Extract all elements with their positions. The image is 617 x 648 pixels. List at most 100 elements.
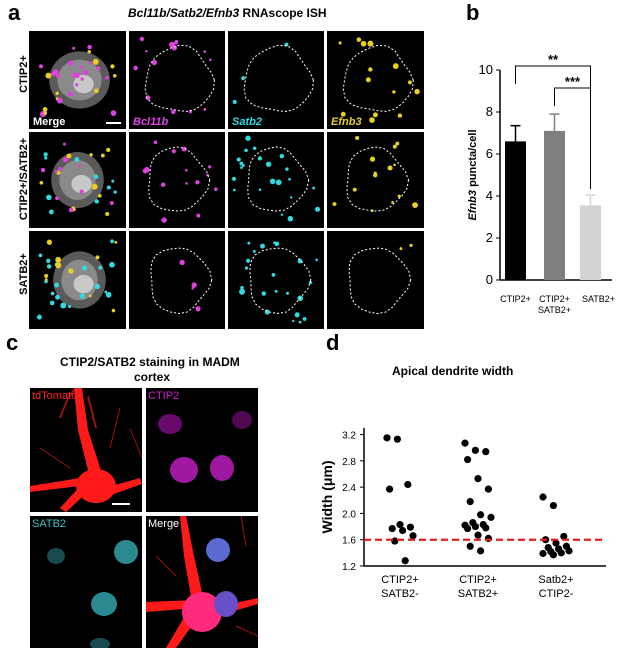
bar-0	[505, 141, 526, 280]
y-tick-label-b: 8	[486, 104, 493, 119]
y-tick-label-d: 2.0	[342, 509, 356, 520]
panel-d-title: Apical dendrite width	[392, 364, 514, 378]
y-tick-label-b: 10	[479, 62, 493, 77]
significance-bracket-1	[554, 87, 591, 189]
channel-label-satb2: Satb2	[232, 116, 262, 128]
data-point	[383, 434, 391, 442]
data-point	[484, 485, 492, 493]
category-label-b: SATB2+	[582, 294, 615, 304]
channel-label-bcl11b: Bcl11b	[133, 116, 169, 128]
category-label-b: SATB2+	[538, 305, 571, 315]
row-label-ctip2-satb2: CTIP2+/SATB2+	[18, 137, 30, 221]
y-tick-label-d: 2.4	[342, 483, 356, 494]
data-point	[539, 493, 547, 501]
panel-d-letter: d	[326, 330, 340, 355]
ish-tile-ctip2-satb2--efnb3	[327, 132, 424, 228]
data-point	[464, 455, 472, 464]
y-tick-label-b: 0	[486, 272, 493, 287]
title-bcl11b: Bcl11b	[128, 6, 167, 20]
data-point	[466, 542, 474, 550]
y-tick-label-b: 2	[486, 230, 493, 245]
category-label-d: CTIP2+	[381, 574, 419, 586]
panel-c-title-line1: CTIP2/SATB2 staining in MADM	[60, 355, 240, 369]
tdtomato-image: tdTomato	[30, 388, 142, 512]
panel-a-title: Bcl11b/Satb2/Efnb3 RNAscope ISH	[128, 6, 327, 20]
row-label-ctip2: CTIP2+	[18, 55, 30, 93]
category-label-d: CTIP2+	[459, 574, 497, 586]
data-point	[471, 522, 479, 531]
channel-label-merge-c: Merge	[148, 518, 180, 530]
ish-tile-ctip2--efnb3	[327, 31, 424, 129]
data-point	[539, 549, 547, 558]
y-tick-label-d: 2.8	[342, 457, 356, 468]
data-point	[464, 524, 472, 533]
y-tick-label-d: 1.6	[342, 536, 356, 547]
channel-label-satb2-c: SATB2	[32, 518, 67, 530]
dendrite-width-scatter: 1.2 1.6 2.0 2.4 2.8 3.2 Width (μm) CTIP2+ SATB2-…	[319, 428, 606, 600]
data-point	[477, 547, 485, 555]
title-sep2: /	[202, 6, 206, 20]
title-sep1: /	[166, 6, 170, 20]
data-point	[474, 531, 482, 539]
data-point	[409, 532, 417, 540]
channel-label-efnb3: Efnb3	[331, 116, 362, 128]
data-point	[482, 524, 490, 532]
title-efnb3: Efnb3	[205, 6, 240, 20]
y-tick-label-b: 6	[486, 146, 493, 161]
data-point	[396, 521, 404, 529]
channel-label-merge: Merge	[33, 116, 66, 128]
data-point	[406, 523, 414, 531]
title-rest: RNAscope ISH	[239, 6, 327, 20]
category-label-b: CTIP2+	[539, 294, 570, 304]
data-point	[474, 475, 482, 483]
ish-tile-ctip2--bcl11b	[129, 31, 225, 129]
data-point	[482, 448, 490, 456]
ctip2-image: CTIP2	[146, 388, 258, 512]
data-point	[560, 532, 568, 541]
data-point	[549, 501, 557, 510]
ish-tile-ctip2-satb2--satb2	[228, 132, 324, 228]
y-axis-label-d: Width (μm)	[319, 461, 335, 534]
ish-tile-ctip2--merge	[29, 31, 126, 129]
data-point	[401, 557, 409, 565]
title-satb2: Satb2	[169, 6, 203, 20]
satb2-image: SATB2	[30, 516, 142, 648]
data-point	[552, 539, 560, 547]
data-point	[388, 524, 396, 533]
bar-1	[544, 130, 565, 280]
data-point	[461, 439, 469, 447]
category-label-d: CTIP2-	[539, 588, 574, 600]
panel-a-letter: a	[8, 0, 21, 25]
ish-tile-satb2--bcl11b	[129, 231, 225, 329]
bar-2	[580, 205, 601, 280]
ish-tile-satb2--satb2	[228, 231, 324, 329]
y-tick-label-b: 4	[486, 188, 493, 203]
data-point	[484, 534, 492, 542]
row-label-satb2: SATB2+	[18, 253, 30, 295]
data-point	[549, 551, 557, 559]
category-label-d: SATB2-	[381, 588, 419, 600]
data-point	[565, 547, 573, 555]
significance-label-1: ***	[565, 74, 581, 89]
ish-tile-satb2--merge	[29, 231, 126, 329]
category-label-b: CTIP2+	[500, 294, 531, 304]
data-point	[477, 511, 485, 519]
data-point	[386, 485, 394, 493]
significance-label-0: **	[548, 52, 559, 67]
data-point	[399, 526, 407, 535]
ish-tile-satb2--efnb3	[327, 231, 424, 329]
data-point	[557, 549, 565, 557]
ish-tile-ctip2--satb2	[228, 31, 324, 129]
channel-label-tdtomato: tdTomato	[32, 390, 78, 402]
data-point	[391, 537, 399, 545]
data-point	[487, 513, 495, 521]
data-point	[393, 435, 401, 443]
category-label-d: Satb2+	[538, 574, 573, 586]
panel-c-title-line2: cortex	[134, 370, 171, 384]
ish-tile-ctip2-satb2--bcl11b	[129, 132, 225, 228]
y-axis-label-b: Efnb3 puncta/cell	[467, 129, 479, 220]
data-point	[404, 480, 412, 489]
scale-bar	[106, 122, 121, 124]
data-point	[471, 446, 479, 454]
